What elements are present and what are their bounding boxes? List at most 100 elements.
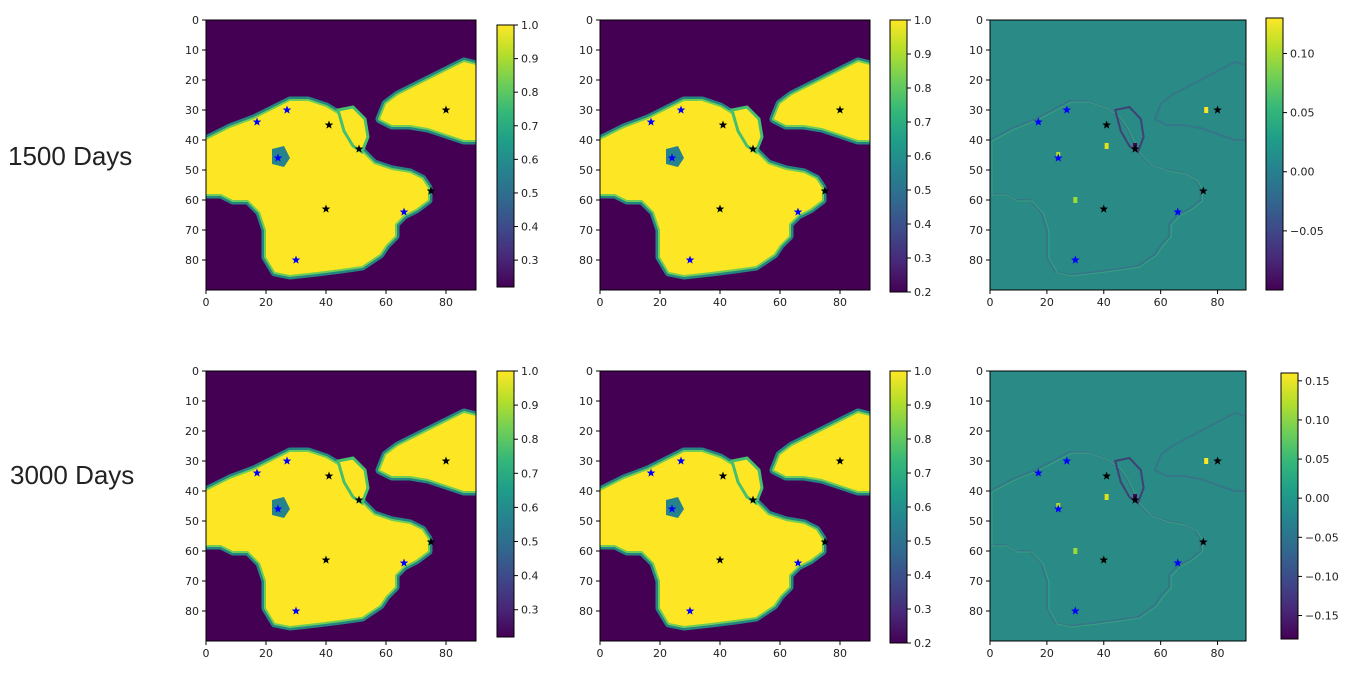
y-tick-label: 60 (579, 194, 593, 207)
marker-blue-star (291, 255, 301, 264)
marker-blue-star (282, 105, 292, 114)
marker-black-star (1130, 144, 1140, 153)
marker-black-star (715, 204, 725, 213)
plot-frame (205, 19, 477, 291)
x-tick-label: 40 (1097, 296, 1111, 309)
y-tick-label: 80 (579, 254, 593, 267)
y-tick-label: 10 (969, 395, 983, 408)
colorbar-tick-label: 0.9 (521, 53, 539, 66)
marker-blue-star (646, 468, 656, 477)
marker-blue-star (273, 153, 283, 162)
y-tick-label: 50 (969, 164, 983, 177)
colorbar-tick-label: 0.7 (521, 467, 539, 480)
x-tick-label: 0 (597, 647, 604, 660)
colorbar-tick-label: 0.10 (1305, 414, 1330, 427)
marker-blue-star (1071, 255, 1080, 264)
heatmap-field (600, 371, 870, 641)
marker-blue-star (1034, 468, 1043, 477)
heatmap-tint (990, 20, 1246, 290)
y-tick-label: 80 (185, 605, 199, 618)
x-tick-label: 60 (773, 296, 787, 309)
marker-black-star (1130, 495, 1140, 504)
marker-black-star (835, 105, 845, 114)
row-label-1500-days: 1500 Days (8, 141, 133, 171)
x-tick-label: 60 (1154, 647, 1168, 660)
y-tick-label: 60 (969, 545, 983, 558)
colorbar-tick-label: 0.8 (521, 86, 539, 99)
x-tick-label: 20 (1040, 296, 1054, 309)
x-tick-label: 80 (833, 647, 847, 660)
marker-blue-star (282, 456, 292, 465)
y-tick-label: 70 (969, 575, 983, 588)
marker-blue-star (252, 117, 262, 126)
marker-blue-star (667, 504, 677, 513)
plume-northeast (774, 62, 870, 140)
x-tick-label: 80 (439, 647, 453, 660)
heatmap-field (990, 371, 1246, 641)
plot-frame (599, 370, 871, 642)
colorbar-tick-label: 0.4 (914, 569, 932, 582)
marker-black-star (426, 537, 436, 546)
colorbar-tick-label: 0.6 (521, 501, 539, 514)
marker-black-star (748, 495, 758, 504)
x-tick-label: 0 (203, 647, 210, 660)
colorbar-tick-label: 1.0 (521, 19, 539, 32)
plume-lobe (730, 105, 764, 155)
plume-lobe (336, 105, 370, 155)
marker-black-star (321, 204, 331, 213)
colorbar (496, 24, 515, 288)
colorbar-tick-label: −0.05 (1305, 531, 1339, 544)
marker-black-star (1199, 186, 1208, 195)
colorbar-tick-label: 0.7 (521, 120, 539, 133)
x-tick-label: 40 (713, 647, 727, 660)
y-tick-label: 50 (185, 164, 199, 177)
y-tick-label: 0 (586, 14, 593, 27)
colorbar (1265, 17, 1284, 291)
y-tick-label: 60 (185, 194, 199, 207)
y-tick-label: 50 (579, 515, 593, 528)
y-tick-label: 50 (185, 515, 199, 528)
marker-black-star (1199, 537, 1208, 546)
x-tick-label: 60 (379, 296, 393, 309)
colorbar-tick-label: −0.15 (1305, 610, 1339, 623)
x-tick-label: 0 (987, 296, 994, 309)
colorbar-tick-label: 0.3 (521, 254, 539, 267)
marker-black-star (1102, 471, 1111, 480)
marker-blue-star (1034, 117, 1043, 126)
colorbar (1280, 372, 1299, 640)
plume-northeast (380, 413, 476, 491)
colorbar-tick-label: 0.4 (914, 218, 932, 231)
plume-main (206, 452, 428, 626)
marker-blue-star (1071, 606, 1080, 615)
difference-streak-lobe (1113, 105, 1145, 154)
marker-black-star (321, 555, 331, 564)
y-tick-label: 50 (969, 515, 983, 528)
marker-blue-star (793, 207, 803, 216)
y-tick-label: 50 (579, 164, 593, 177)
colorbar-tick-label: −0.05 (1290, 225, 1324, 238)
x-tick-label: 20 (653, 296, 667, 309)
marker-black-star (835, 456, 845, 465)
colorbar-tick-label: 0.6 (914, 501, 932, 514)
y-tick-label: 10 (579, 44, 593, 57)
difference-hotspot (1073, 197, 1078, 203)
y-tick-label: 30 (185, 455, 199, 468)
colorbar-tick-label: 0.8 (914, 433, 932, 446)
x-tick-label: 0 (203, 296, 210, 309)
x-tick-label: 20 (1040, 647, 1054, 660)
colorbar-tick-label: 0.00 (1290, 166, 1315, 179)
y-tick-label: 10 (579, 395, 593, 408)
marker-blue-star (676, 105, 686, 114)
x-tick-label: 60 (773, 647, 787, 660)
heatmap-field (206, 20, 476, 290)
y-tick-label: 20 (969, 425, 983, 438)
colorbar-tick-label: 1.0 (914, 14, 932, 27)
y-tick-label: 0 (192, 365, 199, 378)
x-tick-label: 20 (653, 647, 667, 660)
y-tick-label: 40 (969, 485, 983, 498)
x-tick-label: 0 (597, 296, 604, 309)
